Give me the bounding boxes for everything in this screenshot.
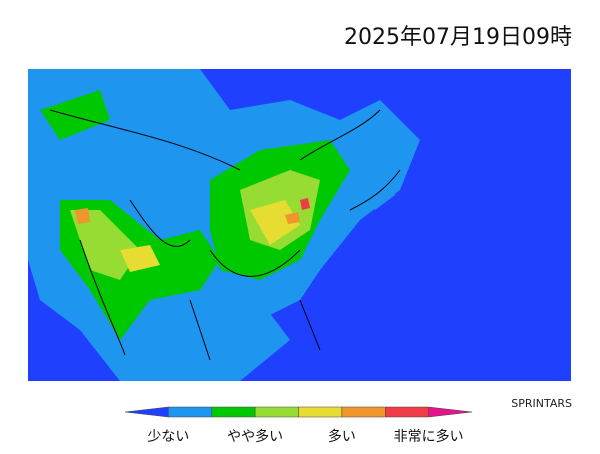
legend-label: 少ない bbox=[147, 429, 189, 445]
map bbox=[28, 69, 571, 381]
legend-swatch bbox=[385, 406, 429, 418]
legend-swatch bbox=[428, 406, 473, 418]
legend-swatch bbox=[211, 406, 256, 418]
legend: 少ない やや多い 多い 非常に多い bbox=[124, 406, 473, 445]
legend-swatch bbox=[124, 406, 169, 418]
legend-label: やや多い bbox=[227, 428, 283, 445]
legend-label: 多い bbox=[328, 428, 356, 445]
credit: SPRINTARS bbox=[511, 397, 572, 410]
legend-swatch bbox=[298, 406, 343, 418]
title: 2025年07月19日09時 bbox=[344, 25, 572, 50]
legend-swatch bbox=[168, 406, 212, 418]
legend-label: 非常に多い bbox=[394, 428, 464, 445]
legend-swatch bbox=[254, 406, 299, 418]
legend-swatch bbox=[341, 406, 386, 418]
